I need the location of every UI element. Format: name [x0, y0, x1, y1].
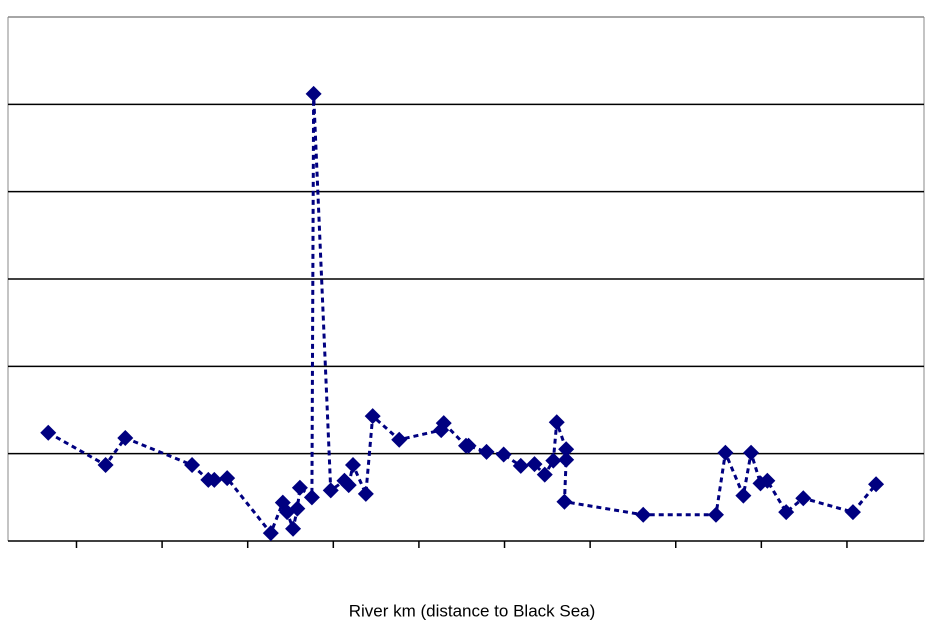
data-point [778, 504, 795, 521]
data-point [344, 457, 361, 474]
data-point [206, 471, 223, 488]
data-point [512, 457, 529, 474]
data-point [322, 482, 339, 499]
data-point [303, 489, 320, 506]
data-point [495, 446, 512, 463]
data-point [289, 500, 306, 517]
data-point [460, 437, 477, 454]
data-point [285, 520, 302, 537]
data-point [184, 457, 201, 474]
data-point [262, 525, 279, 542]
data-point [868, 476, 885, 493]
data-line [47, 93, 878, 537]
data-point [844, 504, 861, 521]
data-point [735, 487, 752, 504]
data-point [340, 477, 357, 494]
data-point [795, 490, 812, 507]
data-point [357, 485, 374, 502]
data-point [478, 443, 495, 460]
data-point [305, 85, 322, 102]
data-point [556, 493, 573, 510]
x-axis-label: River km (distance to Black Sea) [349, 601, 596, 620]
data-point [291, 479, 308, 496]
data-point [97, 457, 114, 474]
data-point [219, 470, 236, 487]
data-point [435, 415, 452, 432]
data-point [558, 451, 575, 468]
data-point [117, 429, 134, 446]
data-point [526, 456, 543, 473]
data-point [707, 506, 724, 523]
data-point [40, 424, 57, 441]
data-point [759, 472, 776, 489]
data-point [558, 441, 575, 458]
data-point [536, 466, 553, 483]
data-point [717, 444, 734, 461]
data-point [743, 444, 760, 461]
data-point [548, 414, 565, 431]
data-point [391, 431, 408, 448]
data-point [364, 408, 381, 425]
data-point [635, 506, 652, 523]
data-point [545, 452, 562, 469]
